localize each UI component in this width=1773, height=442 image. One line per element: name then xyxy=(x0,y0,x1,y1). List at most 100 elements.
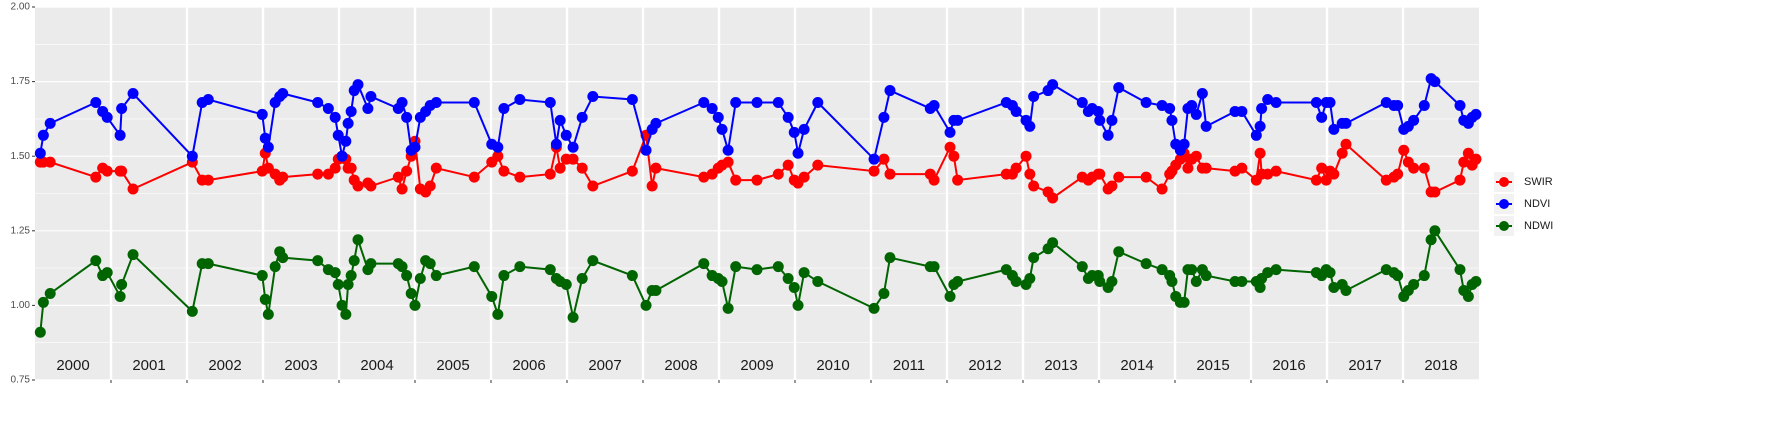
point xyxy=(396,261,408,273)
point xyxy=(312,255,324,267)
point xyxy=(101,267,113,279)
point xyxy=(650,117,662,129)
point xyxy=(1200,120,1212,132)
point xyxy=(365,180,377,192)
point xyxy=(492,150,504,162)
year-label: 2004 xyxy=(360,357,393,374)
point xyxy=(269,261,281,273)
y-tick-label: 1.00 xyxy=(11,300,31,311)
point xyxy=(751,264,763,276)
year-label: 2018 xyxy=(1424,357,1457,374)
point xyxy=(788,281,800,293)
point xyxy=(1470,108,1482,120)
point xyxy=(498,270,510,282)
point xyxy=(1028,180,1040,192)
year-label: 2010 xyxy=(816,357,849,374)
point xyxy=(640,299,652,311)
point xyxy=(730,96,742,108)
point xyxy=(1429,76,1441,88)
point xyxy=(698,258,710,270)
point xyxy=(1328,168,1340,180)
point xyxy=(365,91,377,103)
point xyxy=(514,261,526,273)
point xyxy=(1236,276,1248,288)
point xyxy=(944,126,956,138)
point xyxy=(90,255,102,267)
point xyxy=(587,180,599,192)
point xyxy=(401,270,413,282)
point xyxy=(514,94,526,106)
point xyxy=(116,165,128,177)
point xyxy=(342,279,354,291)
point xyxy=(1270,96,1282,108)
point xyxy=(101,111,113,123)
point xyxy=(698,171,710,183)
point xyxy=(345,105,357,117)
point xyxy=(365,258,377,270)
year-label: 2015 xyxy=(1196,357,1229,374)
point xyxy=(277,171,289,183)
year-label: 2002 xyxy=(208,357,241,374)
point xyxy=(1328,123,1340,135)
point xyxy=(952,276,964,288)
point xyxy=(430,270,442,282)
point xyxy=(259,132,271,144)
point xyxy=(1024,168,1036,180)
point xyxy=(1454,174,1466,186)
point xyxy=(468,96,480,108)
point xyxy=(127,249,139,261)
point xyxy=(640,144,652,156)
point xyxy=(1186,99,1198,111)
point xyxy=(468,261,480,273)
point xyxy=(396,183,408,195)
point xyxy=(782,273,794,285)
point xyxy=(1024,120,1036,132)
point xyxy=(798,267,810,279)
point xyxy=(322,102,334,114)
point xyxy=(1340,284,1352,296)
point xyxy=(352,180,364,192)
legend-label: NDWI xyxy=(1524,220,1553,232)
point xyxy=(751,174,763,186)
year-label: 2014 xyxy=(1120,357,1153,374)
point xyxy=(868,302,880,314)
year-label: 2005 xyxy=(436,357,469,374)
point xyxy=(698,96,710,108)
point xyxy=(1340,138,1352,150)
point xyxy=(202,94,214,106)
point xyxy=(262,308,274,320)
point xyxy=(312,168,324,180)
point xyxy=(114,290,126,302)
point xyxy=(1262,168,1274,180)
point xyxy=(1320,174,1332,186)
point xyxy=(1178,138,1190,150)
point xyxy=(567,153,579,165)
point xyxy=(1010,105,1022,117)
point xyxy=(722,302,734,314)
point xyxy=(722,156,734,168)
point xyxy=(1113,246,1125,258)
point xyxy=(544,96,556,108)
point xyxy=(1164,102,1176,114)
point xyxy=(44,287,56,299)
y-tick-label: 0.75 xyxy=(11,375,31,386)
point xyxy=(329,111,341,123)
point xyxy=(812,96,824,108)
point xyxy=(722,144,734,156)
point xyxy=(1200,162,1212,174)
point xyxy=(576,111,588,123)
point xyxy=(626,165,638,177)
point xyxy=(1408,279,1420,291)
point xyxy=(730,261,742,273)
point xyxy=(401,165,413,177)
point xyxy=(1418,270,1430,282)
year-label: 2006 xyxy=(512,357,545,374)
point xyxy=(944,290,956,302)
point xyxy=(37,129,49,141)
point xyxy=(1156,183,1168,195)
point xyxy=(1190,108,1202,120)
point xyxy=(544,168,556,180)
point xyxy=(352,234,364,246)
point xyxy=(1340,117,1352,129)
